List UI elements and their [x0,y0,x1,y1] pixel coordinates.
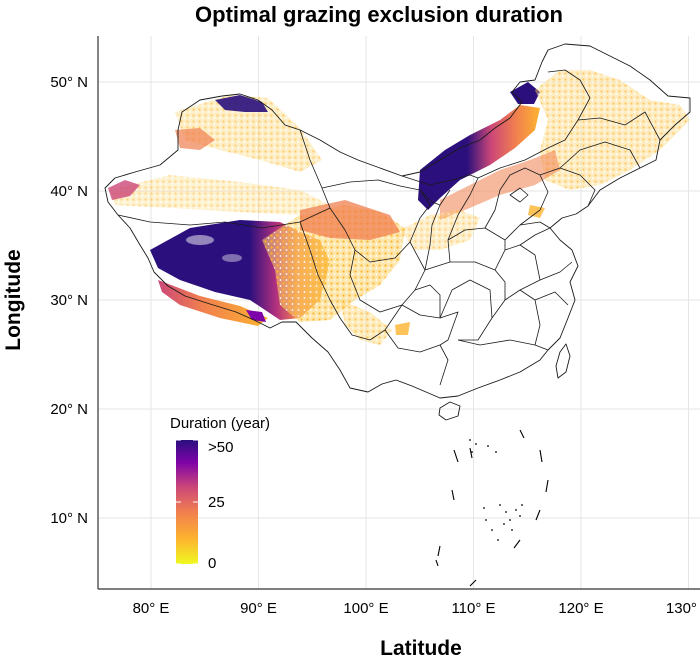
boundary-shandong [504,221,551,241]
nine-dash-line [435,429,549,587]
raster-hulunbuir [510,82,540,104]
raster-inner-mongolia [418,105,540,210]
reef-dot [519,515,521,517]
x-tick-label: 80° E [133,600,170,617]
raster-northwest-warm [175,128,215,150]
reef-dot [485,519,487,521]
raster-shanxi-bit [528,205,545,218]
taiwan-island [555,343,571,379]
x-tick-labels: 80° E 90° E 100° E 110° E 120° E 130° E [133,600,700,617]
boundary-xinjiang-east [299,129,331,209]
boundary-heilongjiang [547,69,591,141]
reef-dot [483,507,485,509]
x-tick-label: 110° E [451,600,495,617]
axis-frame [97,36,700,590]
legend-title: Duration (year) [170,415,270,432]
legend-ticks: >50 25 0 [176,439,233,572]
boundary-anhui [494,244,541,281]
boundary-gansu-inner [321,179,431,219]
reef-dot [495,451,497,453]
x-axis-label: Latitude [380,637,462,660]
raster-gap [186,235,214,245]
boundary-liaoning [539,167,596,207]
raster-south-dark [246,310,266,322]
duration-raster [108,70,690,345]
boundary-guangdong [457,339,549,351]
raster-far-west [108,180,140,200]
legend-label: >50 [208,439,233,456]
boundary-chongqing [414,284,441,318]
raster-hubei-bit [395,322,410,335]
raster-gap [222,254,242,262]
reef-dot [511,529,513,531]
reef-dot [515,509,517,511]
boundary-shaanxi [424,189,451,271]
raster-ne-band [440,150,560,220]
boundary-tibet-sichuan [299,221,341,319]
x-tick-label: 120° E [558,600,603,617]
y-tick-label: 30° N [50,292,88,309]
reef-dot [469,439,471,441]
boundary-beijing [509,187,529,203]
y-tick-labels: 50° N 40° N 30° N 20° N 10° N [50,74,88,527]
raster-northeast [535,70,690,190]
raster-xinjiang-band [110,175,330,215]
reef-dots [469,439,523,541]
reef-dot [503,523,505,525]
reef-dot [487,445,489,447]
boundary-jiangxi [491,289,541,346]
boundary-hubei [424,261,506,300]
south-china-sea-islands [435,343,571,587]
province-boundaries [104,43,691,399]
reef-dot [471,451,473,453]
legend-colorbar [176,440,198,564]
reef-dot [475,443,477,445]
x-tick-label: 130° E [666,600,700,617]
boundary-zhejiang [519,261,573,291]
raster-tibet-south [158,280,268,326]
y-tick-label: 50° N [50,74,88,91]
boundary-inner-mongolia [401,139,566,186]
boundary-henan [447,227,506,263]
hainan-island [438,401,461,421]
boundary-inner-mongolia-ne [577,111,661,141]
reef-dot [497,539,499,541]
x-tick-label: 90° E [240,600,277,617]
legend-label: 0 [208,555,216,572]
raster-loess [400,210,480,250]
y-tick-label: 40° N [50,183,88,200]
reef-dot [509,519,511,521]
boundary-hebei [484,167,549,229]
legend-label: 25 [208,494,225,511]
chart-title: Optimal grazing exclusion duration [195,2,563,27]
boundary-jilin [559,141,641,169]
reef-dot [491,529,493,531]
boundary-fujian [534,291,569,306]
boundary-hunan [439,279,493,341]
raster-xinjiang-north [175,95,322,172]
reef-dot [499,504,501,506]
y-tick-label: 20° N [50,401,88,418]
boundary-shanxi [447,177,479,241]
boundary-sichuan [349,241,426,313]
raster-dzungaria-dark [215,95,268,112]
boundary-ningxia [419,189,441,206]
country-outline [104,43,691,399]
x-tick-label: 100° E [343,600,388,617]
y-axis-label: Longitude [2,249,25,350]
reef-dot [505,511,507,513]
legend: Duration (year) >50 25 0 [170,415,270,572]
reef-dot [521,504,523,506]
boundary-guangxi [384,329,449,386]
boundary-yunnan [339,304,403,341]
boundary-jiangsu [519,227,551,246]
y-tick-label: 10° N [50,510,88,527]
boundary-guizhou [401,304,459,346]
